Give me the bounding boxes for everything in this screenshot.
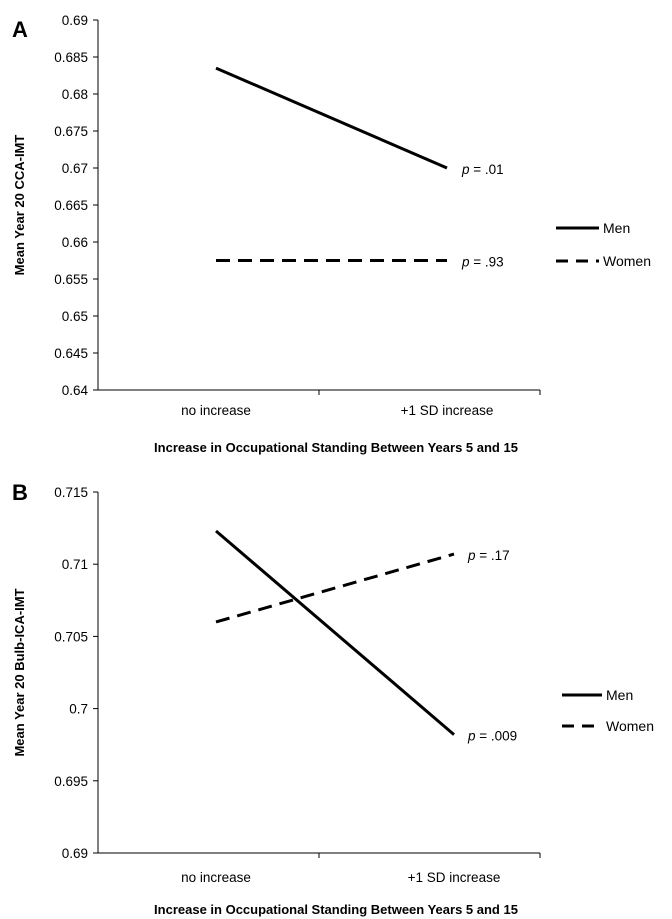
y-tick-label: 0.71 bbox=[62, 557, 88, 572]
y-tick-label: 0.69 bbox=[62, 846, 88, 861]
x-tick-label: +1 SD increase bbox=[401, 403, 494, 418]
y-tick-label: 0.695 bbox=[54, 774, 88, 789]
chart-panel-a: A 0.64 0.645 0.65 0.655 0.66 0.665 0.67 0.675 0.6… bbox=[12, 13, 651, 455]
y-tick-label: 0.64 bbox=[62, 383, 89, 398]
legend-label-women: Women bbox=[603, 253, 651, 269]
p-value: = .17 bbox=[476, 548, 510, 563]
y-axis-title: Mean Year 20 CCA-IMT bbox=[12, 135, 27, 276]
y-tick-label: 0.705 bbox=[54, 629, 88, 644]
p-symbol: p bbox=[461, 255, 470, 270]
series-line-men bbox=[215, 66, 448, 170]
legend-label-men: Men bbox=[603, 220, 630, 236]
x-axis-title: Increase in Occupational Standing Betwee… bbox=[154, 902, 518, 917]
y-tick-label: 0.645 bbox=[54, 346, 88, 361]
p-value-label: p = .93 bbox=[461, 255, 504, 270]
y-tick-label: 0.685 bbox=[54, 50, 88, 65]
x-axis-title: Increase in Occupational Standing Betwee… bbox=[154, 440, 518, 455]
panel-letter: B bbox=[12, 480, 28, 505]
p-value: = .93 bbox=[470, 255, 504, 270]
y-tick-label: 0.69 bbox=[62, 13, 88, 28]
y-tick-label: 0.675 bbox=[54, 124, 88, 139]
series-line-men bbox=[215, 529, 455, 736]
legend-label-men: Men bbox=[606, 687, 633, 703]
y-tick-label: 0.67 bbox=[62, 161, 88, 176]
y-tick-label: 0.66 bbox=[62, 235, 88, 250]
panel-letter: A bbox=[12, 17, 28, 42]
p-symbol: p bbox=[461, 162, 470, 177]
x-tick-label: no increase bbox=[181, 870, 251, 885]
y-tick-label: 0.68 bbox=[62, 87, 88, 102]
p-value-label: p = .01 bbox=[461, 162, 504, 177]
x-tick-label: +1 SD increase bbox=[408, 870, 501, 885]
y-tick-label: 0.715 bbox=[54, 485, 88, 500]
y-tick-label: 0.655 bbox=[54, 272, 88, 287]
p-symbol: p bbox=[467, 729, 476, 744]
p-value: = .01 bbox=[470, 162, 504, 177]
y-tick-label: 0.7 bbox=[69, 702, 88, 717]
p-value: = .009 bbox=[476, 729, 518, 744]
p-value-label: p = .17 bbox=[467, 548, 510, 563]
y-tick-label: 0.65 bbox=[62, 309, 88, 324]
y-tick-label: 0.665 bbox=[54, 198, 88, 213]
y-axis-title: Mean Year 20 Bulb-ICA-IMT bbox=[12, 588, 27, 756]
legend-label-women: Women bbox=[606, 718, 654, 734]
chart-panel-b: B 0.69 0.695 0.7 0.705 0.71 0.715 no increase +1… bbox=[12, 480, 654, 917]
p-symbol: p bbox=[467, 548, 476, 563]
x-tick-label: no increase bbox=[181, 403, 251, 418]
p-value-label: p = .009 bbox=[467, 729, 517, 744]
series-line-women bbox=[215, 552, 455, 624]
